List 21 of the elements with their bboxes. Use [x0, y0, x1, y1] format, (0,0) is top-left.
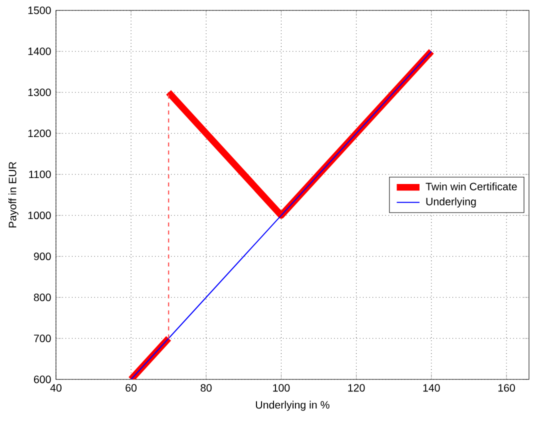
y-tick-label: 1000 [28, 212, 51, 220]
legend-label: Twin win Certificate [426, 182, 517, 190]
y-tick-label: 1400 [28, 48, 51, 56]
y-tick-label: 700 [34, 334, 51, 342]
y-tick-label: 1200 [28, 130, 51, 138]
x-tick-label: 40 [50, 384, 62, 392]
x-tick-label: 120 [348, 384, 365, 392]
y-tick-label: 600 [34, 376, 51, 384]
y-tick-label: 800 [34, 294, 51, 302]
x-tick-label: 60 [126, 384, 137, 392]
x-tick-label: 160 [498, 384, 515, 392]
y-tick-label: 1500 [28, 6, 51, 14]
y-tick-label: 900 [34, 252, 51, 260]
y-tick-label: 1100 [29, 170, 51, 178]
x-tick-label: 80 [200, 384, 212, 392]
y-tick-label: 1300 [28, 88, 51, 96]
x-tick-label: 100 [273, 384, 290, 392]
y-axis-title: Payoff in EUR [8, 162, 18, 228]
legend-label: Underlying [426, 198, 476, 208]
x-tick-label: 140 [423, 384, 440, 392]
x-axis-title: Underlying in % [256, 400, 330, 411]
